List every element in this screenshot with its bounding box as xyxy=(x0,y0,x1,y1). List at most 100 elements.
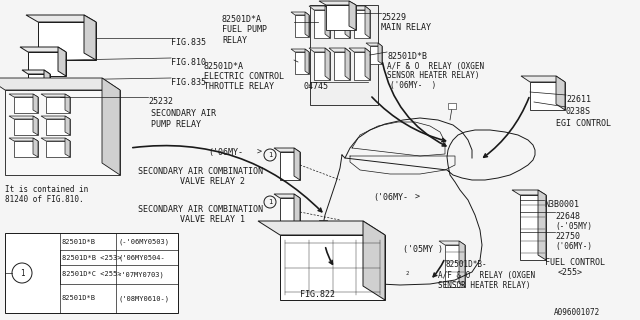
Polygon shape xyxy=(280,235,385,300)
Polygon shape xyxy=(345,6,350,38)
Polygon shape xyxy=(280,198,300,226)
Polygon shape xyxy=(445,245,465,287)
Text: MAIN RELAY: MAIN RELAY xyxy=(381,23,431,32)
Polygon shape xyxy=(291,49,309,52)
Polygon shape xyxy=(439,241,465,245)
Polygon shape xyxy=(365,48,370,80)
Text: >: > xyxy=(415,193,420,202)
Text: VALVE RELAY 2: VALVE RELAY 2 xyxy=(180,177,245,186)
Polygon shape xyxy=(84,15,96,60)
Text: 22611: 22611 xyxy=(566,95,591,104)
Polygon shape xyxy=(538,190,546,260)
Polygon shape xyxy=(14,97,38,113)
Circle shape xyxy=(347,260,383,296)
Polygon shape xyxy=(520,195,546,260)
Text: ('06MY0504-: ('06MY0504- xyxy=(118,254,164,261)
Polygon shape xyxy=(370,46,382,64)
Text: 82501D*A: 82501D*A xyxy=(222,15,262,24)
Text: -'07MY0703): -'07MY0703) xyxy=(118,271,164,278)
Polygon shape xyxy=(366,43,382,46)
Text: 1: 1 xyxy=(268,152,272,158)
Polygon shape xyxy=(44,70,50,92)
Polygon shape xyxy=(26,15,96,22)
Polygon shape xyxy=(305,49,309,74)
Polygon shape xyxy=(305,12,309,37)
Polygon shape xyxy=(46,141,70,157)
Text: ('05MY ): ('05MY ) xyxy=(403,245,443,254)
Text: FIG.835: FIG.835 xyxy=(171,38,206,47)
Polygon shape xyxy=(521,76,565,82)
Text: FUEL PUMP: FUEL PUMP xyxy=(222,25,267,34)
Polygon shape xyxy=(102,78,120,175)
Text: FIG.810: FIG.810 xyxy=(171,58,206,67)
Polygon shape xyxy=(41,94,70,97)
Polygon shape xyxy=(28,74,50,92)
Text: VALVE RELAY 1: VALVE RELAY 1 xyxy=(180,215,245,224)
Text: 25229: 25229 xyxy=(381,13,406,22)
Polygon shape xyxy=(65,138,70,157)
Polygon shape xyxy=(65,94,70,113)
Text: FUEL CONTROL: FUEL CONTROL xyxy=(545,258,605,267)
Polygon shape xyxy=(41,116,70,119)
Text: SECONDARY AIR: SECONDARY AIR xyxy=(151,109,216,118)
Polygon shape xyxy=(0,78,120,90)
Polygon shape xyxy=(5,90,120,175)
Polygon shape xyxy=(319,1,356,5)
Polygon shape xyxy=(365,6,370,38)
Polygon shape xyxy=(349,48,370,52)
Text: 82501D*B <253>: 82501D*B <253> xyxy=(62,254,122,260)
Polygon shape xyxy=(9,94,38,97)
Text: 81240 of FIG.810.: 81240 of FIG.810. xyxy=(5,195,84,204)
Text: SECONDARY AIR COMBINATION: SECONDARY AIR COMBINATION xyxy=(138,167,263,176)
Text: 1: 1 xyxy=(20,268,24,277)
Bar xyxy=(448,103,456,109)
Polygon shape xyxy=(294,148,300,180)
Polygon shape xyxy=(556,76,565,110)
Text: A/F & O  RELAY (OXGEN: A/F & O RELAY (OXGEN xyxy=(438,271,535,280)
Polygon shape xyxy=(33,116,38,135)
Text: FIG.822: FIG.822 xyxy=(300,290,335,299)
Text: (-'05MY): (-'05MY) xyxy=(555,222,592,231)
Polygon shape xyxy=(378,43,382,64)
Text: N3B0001: N3B0001 xyxy=(544,200,579,209)
Text: SECONDARY AIR COMBINATION: SECONDARY AIR COMBINATION xyxy=(138,205,263,214)
Text: 2: 2 xyxy=(406,62,409,67)
Polygon shape xyxy=(280,152,300,180)
Text: 0238S: 0238S xyxy=(566,107,591,116)
Bar xyxy=(319,220,327,250)
Text: ('06MY-: ('06MY- xyxy=(208,148,243,157)
Polygon shape xyxy=(9,116,38,119)
Text: ('06MY-: ('06MY- xyxy=(373,193,408,202)
Polygon shape xyxy=(295,52,309,74)
Text: 1: 1 xyxy=(268,199,272,205)
Text: ('08MY0610-): ('08MY0610-) xyxy=(118,295,169,302)
Text: It is contained in: It is contained in xyxy=(5,185,88,194)
Polygon shape xyxy=(512,190,546,195)
Text: 82501D*C <255>: 82501D*C <255> xyxy=(62,271,122,277)
Text: A/F & O  RELAY (OXGEN: A/F & O RELAY (OXGEN xyxy=(387,62,484,71)
Polygon shape xyxy=(530,82,565,110)
Text: 82501D*B: 82501D*B xyxy=(387,52,427,61)
Text: 82501D*A: 82501D*A xyxy=(204,62,244,71)
Text: SENSOR HEATER RELAY): SENSOR HEATER RELAY) xyxy=(438,281,531,290)
Polygon shape xyxy=(354,52,370,80)
Polygon shape xyxy=(9,138,38,141)
Polygon shape xyxy=(329,6,350,10)
Polygon shape xyxy=(295,15,309,37)
Text: 25232: 25232 xyxy=(148,97,173,106)
Text: A096001072: A096001072 xyxy=(554,308,600,317)
Polygon shape xyxy=(314,10,330,38)
Polygon shape xyxy=(28,52,66,76)
Text: <255>: <255> xyxy=(558,268,583,277)
Polygon shape xyxy=(274,194,300,198)
Polygon shape xyxy=(274,148,300,152)
Bar xyxy=(5,233,178,313)
Text: 04745: 04745 xyxy=(304,82,329,91)
Polygon shape xyxy=(326,5,356,30)
Polygon shape xyxy=(41,138,70,141)
Polygon shape xyxy=(294,194,300,226)
Text: PUMP RELAY: PUMP RELAY xyxy=(151,120,201,129)
Polygon shape xyxy=(33,94,38,113)
Polygon shape xyxy=(258,221,385,235)
Polygon shape xyxy=(309,48,330,52)
